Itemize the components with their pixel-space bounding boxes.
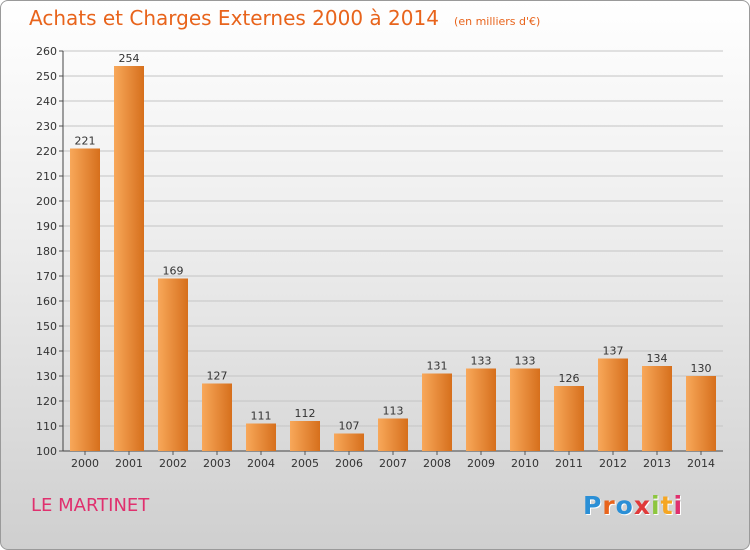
title-row: Achats et Charges Externes 2000 à 2014 (…	[29, 6, 540, 30]
y-tick-label: 170	[36, 270, 57, 283]
logo-letter: t	[660, 491, 674, 520]
y-tick-label: 260	[36, 45, 57, 58]
bar-2013	[642, 366, 672, 451]
y-tick-label: 190	[36, 220, 57, 233]
bars	[70, 66, 716, 451]
x-tick-label: 2010	[511, 457, 539, 470]
data-label: 127	[207, 370, 228, 383]
data-label: 130	[691, 362, 712, 375]
bar-2010	[510, 368, 540, 451]
x-tick-label: 2012	[599, 457, 627, 470]
y-tick-label: 240	[36, 95, 57, 108]
data-label: 126	[559, 372, 580, 385]
data-label: 107	[339, 420, 360, 433]
y-tick-label: 220	[36, 145, 57, 158]
x-tick-label: 2005	[291, 457, 319, 470]
bar-2014	[686, 376, 716, 451]
data-labels: 221 254 169 127 111 112 107 113 131 133 133 126 137 1…	[75, 52, 712, 433]
bar-2003	[202, 383, 232, 451]
y-tick-label: 180	[36, 245, 57, 258]
y-tick-label: 210	[36, 170, 57, 183]
bar-2011	[554, 386, 584, 451]
logo-letter: P	[583, 491, 603, 520]
y-tick-label: 110	[36, 420, 57, 433]
bar-2000	[70, 148, 100, 451]
bar-2001	[114, 66, 144, 451]
logo-letter: o	[615, 491, 634, 520]
y-tick-label: 100	[36, 445, 57, 458]
y-tick-label: 140	[36, 345, 57, 358]
bar-2002	[158, 278, 188, 451]
data-label: 111	[251, 410, 272, 423]
x-tick-label: 2003	[203, 457, 231, 470]
data-label: 169	[163, 265, 184, 278]
logo-letter: r	[602, 491, 616, 520]
bar-2009	[466, 368, 496, 451]
data-label: 112	[295, 407, 316, 420]
bar-2006	[334, 433, 364, 451]
logo-letter: i	[651, 491, 661, 520]
data-label: 133	[471, 355, 492, 368]
chart-subtitle: (en milliers d'€)	[454, 15, 541, 28]
x-tick-label: 2013	[643, 457, 671, 470]
commune-name: LE MARTINET	[31, 495, 150, 516]
y-tick-label: 160	[36, 295, 57, 308]
x-tick-label: 2002	[159, 457, 187, 470]
y-tick-label: 130	[36, 370, 57, 383]
x-tick-label: 2011	[555, 457, 583, 470]
y-tick-label: 200	[36, 195, 57, 208]
bar-2008	[422, 373, 452, 451]
bar-2012	[598, 358, 628, 451]
x-tick-label: 2007	[379, 457, 407, 470]
bar-2007	[378, 418, 408, 451]
proxiti-logo[interactable]: Proxiti	[583, 491, 683, 520]
data-label: 221	[75, 135, 96, 148]
logo-letter: i	[673, 491, 684, 520]
logo-letter: x	[633, 491, 651, 520]
x-tick-label: 2014	[687, 457, 715, 470]
data-label: 254	[119, 52, 140, 65]
y-tick-label: 120	[36, 395, 57, 408]
chart-title: Achats et Charges Externes 2000 à 2014	[29, 6, 439, 30]
y-tick-label: 150	[36, 320, 57, 333]
data-label: 137	[603, 345, 624, 358]
y-tick-label: 230	[36, 120, 57, 133]
x-tick-label: 2006	[335, 457, 363, 470]
x-tick-label: 2001	[115, 457, 143, 470]
x-tick-label: 2009	[467, 457, 495, 470]
bar-2004	[246, 423, 276, 451]
bar-2005	[290, 421, 320, 451]
data-label: 131	[427, 360, 448, 373]
data-label: 133	[515, 355, 536, 368]
x-tick-label: 2004	[247, 457, 275, 470]
data-label: 134	[647, 352, 668, 365]
x-tick-label: 2000	[71, 457, 99, 470]
y-tick-label: 250	[36, 70, 57, 83]
data-label: 113	[383, 405, 404, 418]
x-tick-label: 2008	[423, 457, 451, 470]
